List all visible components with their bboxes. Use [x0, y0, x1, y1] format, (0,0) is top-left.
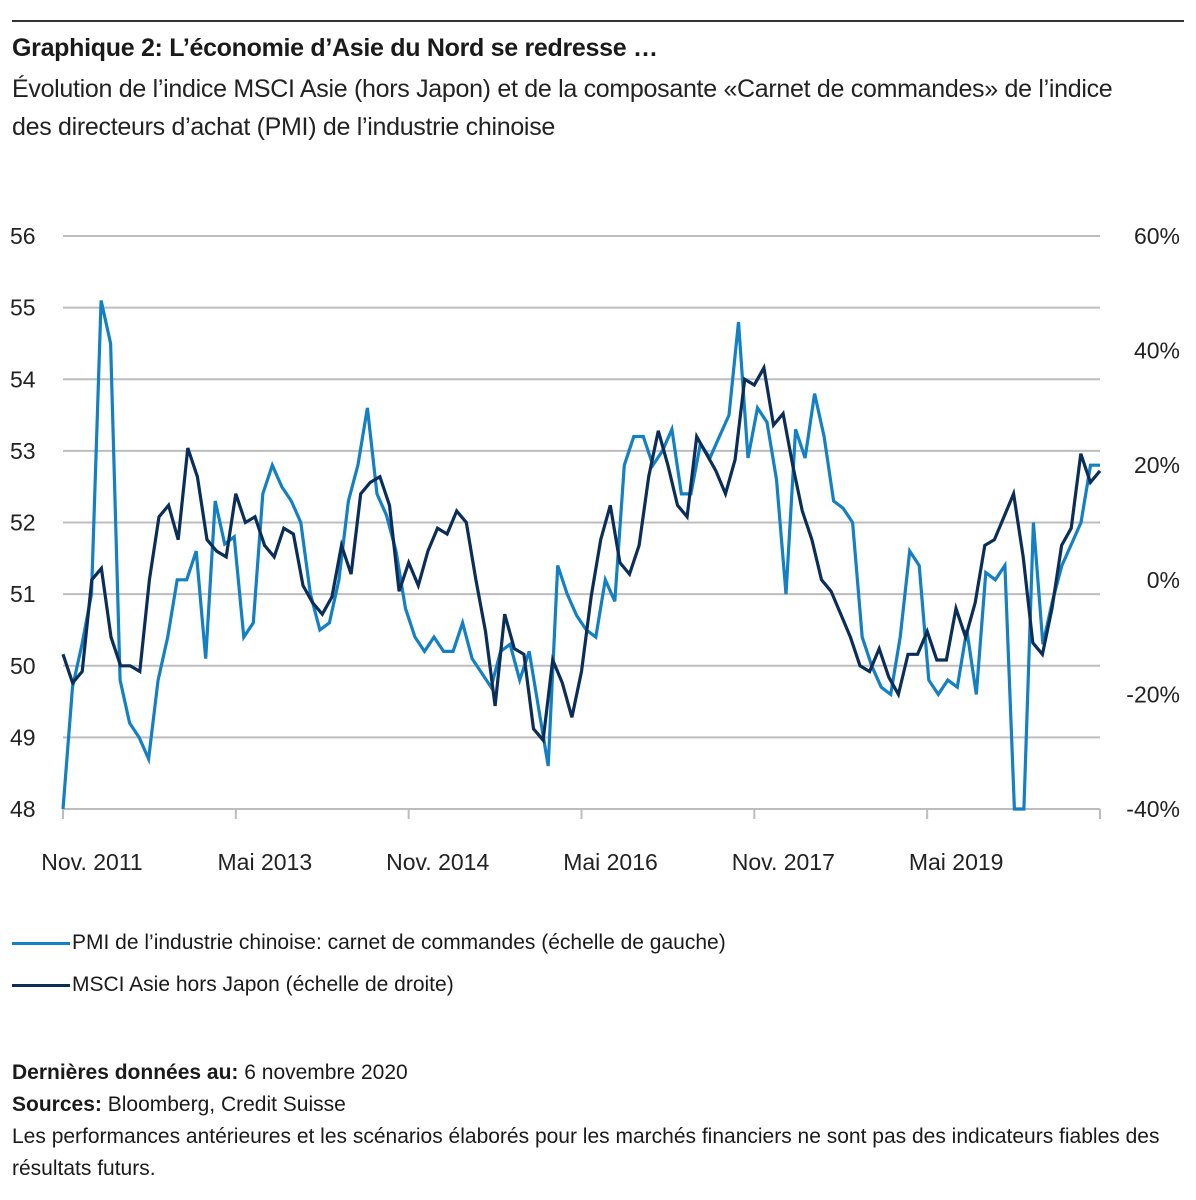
- left-tick-label: 55: [10, 295, 36, 321]
- x-tick-label: Mai 2016: [563, 849, 658, 875]
- disclaimer: Les performances antérieures et les scén…: [12, 1125, 1160, 1180]
- right-tick-label: 60%: [1134, 223, 1180, 249]
- left-tick-label: 50: [10, 653, 36, 679]
- x-axis: Nov. 2011 Mai 2013 Nov. 2014 Mai 2016 Nov. 2…: [41, 808, 1101, 875]
- x-tick-label: Mai 2013: [218, 849, 313, 875]
- right-axis-ticks: 60% 40% 20% 0% -20% -40%: [1126, 223, 1180, 822]
- series-lines: [61, 300, 1102, 811]
- line-chart: 56 55 54 53 52 51 50 49 48 60% 40% 20% 0% -20% -40% N…: [10, 223, 1180, 875]
- last-data-value: 6 novembre 2020: [244, 1061, 408, 1084]
- legend-label-pmi: PMI de l’industrie chinoise: carnet de c…: [72, 931, 726, 954]
- x-tick-label: Nov. 2017: [732, 849, 835, 875]
- chart-subtitle: Évolution de l’indice MSCI Asie (hors Ja…: [12, 75, 1113, 141]
- x-tick-label: Nov. 2014: [386, 849, 489, 875]
- left-tick-label: 49: [10, 724, 36, 750]
- left-tick-label: 53: [10, 438, 36, 464]
- gridlines: [63, 235, 1100, 739]
- right-tick-label: -40%: [1126, 796, 1180, 822]
- left-tick-label: 54: [10, 366, 36, 392]
- right-tick-label: -20%: [1126, 681, 1180, 707]
- series-line-pmi: [61, 300, 1100, 811]
- legend-label-msci: MSCI Asie hors Japon (échelle de droite): [72, 973, 454, 996]
- right-tick-label: 0%: [1147, 567, 1180, 593]
- x-tick-label: Mai 2019: [909, 849, 1004, 875]
- legend-item-pmi: PMI de l’industrie chinoise: carnet de c…: [12, 922, 726, 964]
- right-tick-label: 40%: [1134, 338, 1180, 364]
- chart-title: Graphique 2: L’économie d’Asie du Nord s…: [12, 34, 658, 62]
- left-tick-label: 52: [10, 510, 36, 536]
- footer: Dernières données au: 6 novembre 2020 So…: [12, 1057, 1172, 1185]
- legend: PMI de l’industrie chinoise: carnet de c…: [12, 922, 726, 1006]
- legend-swatch-msci: [12, 983, 70, 987]
- legend-item-msci: MSCI Asie hors Japon (échelle de droite): [12, 964, 726, 1006]
- left-tick-label: 48: [10, 796, 36, 822]
- right-tick-label: 20%: [1134, 452, 1180, 478]
- last-data-line: Dernières données au: 6 novembre 2020: [12, 1057, 1172, 1089]
- sources-line: Sources: Bloomberg, Credit Suisse: [12, 1089, 1172, 1121]
- x-tick-label: Nov. 2011: [41, 849, 142, 875]
- top-rule: [12, 20, 1184, 22]
- legend-swatch-pmi: [12, 941, 70, 945]
- sources-value: Bloomberg, Credit Suisse: [107, 1093, 346, 1116]
- left-tick-label: 56: [10, 223, 36, 249]
- left-axis-ticks: 56 55 54 53 52 51 50 49 48: [10, 223, 36, 822]
- left-tick-label: 51: [10, 581, 36, 607]
- series-line-msci: [61, 363, 1102, 745]
- last-data-label: Dernières données au:: [12, 1061, 239, 1084]
- sources-label: Sources:: [12, 1093, 102, 1116]
